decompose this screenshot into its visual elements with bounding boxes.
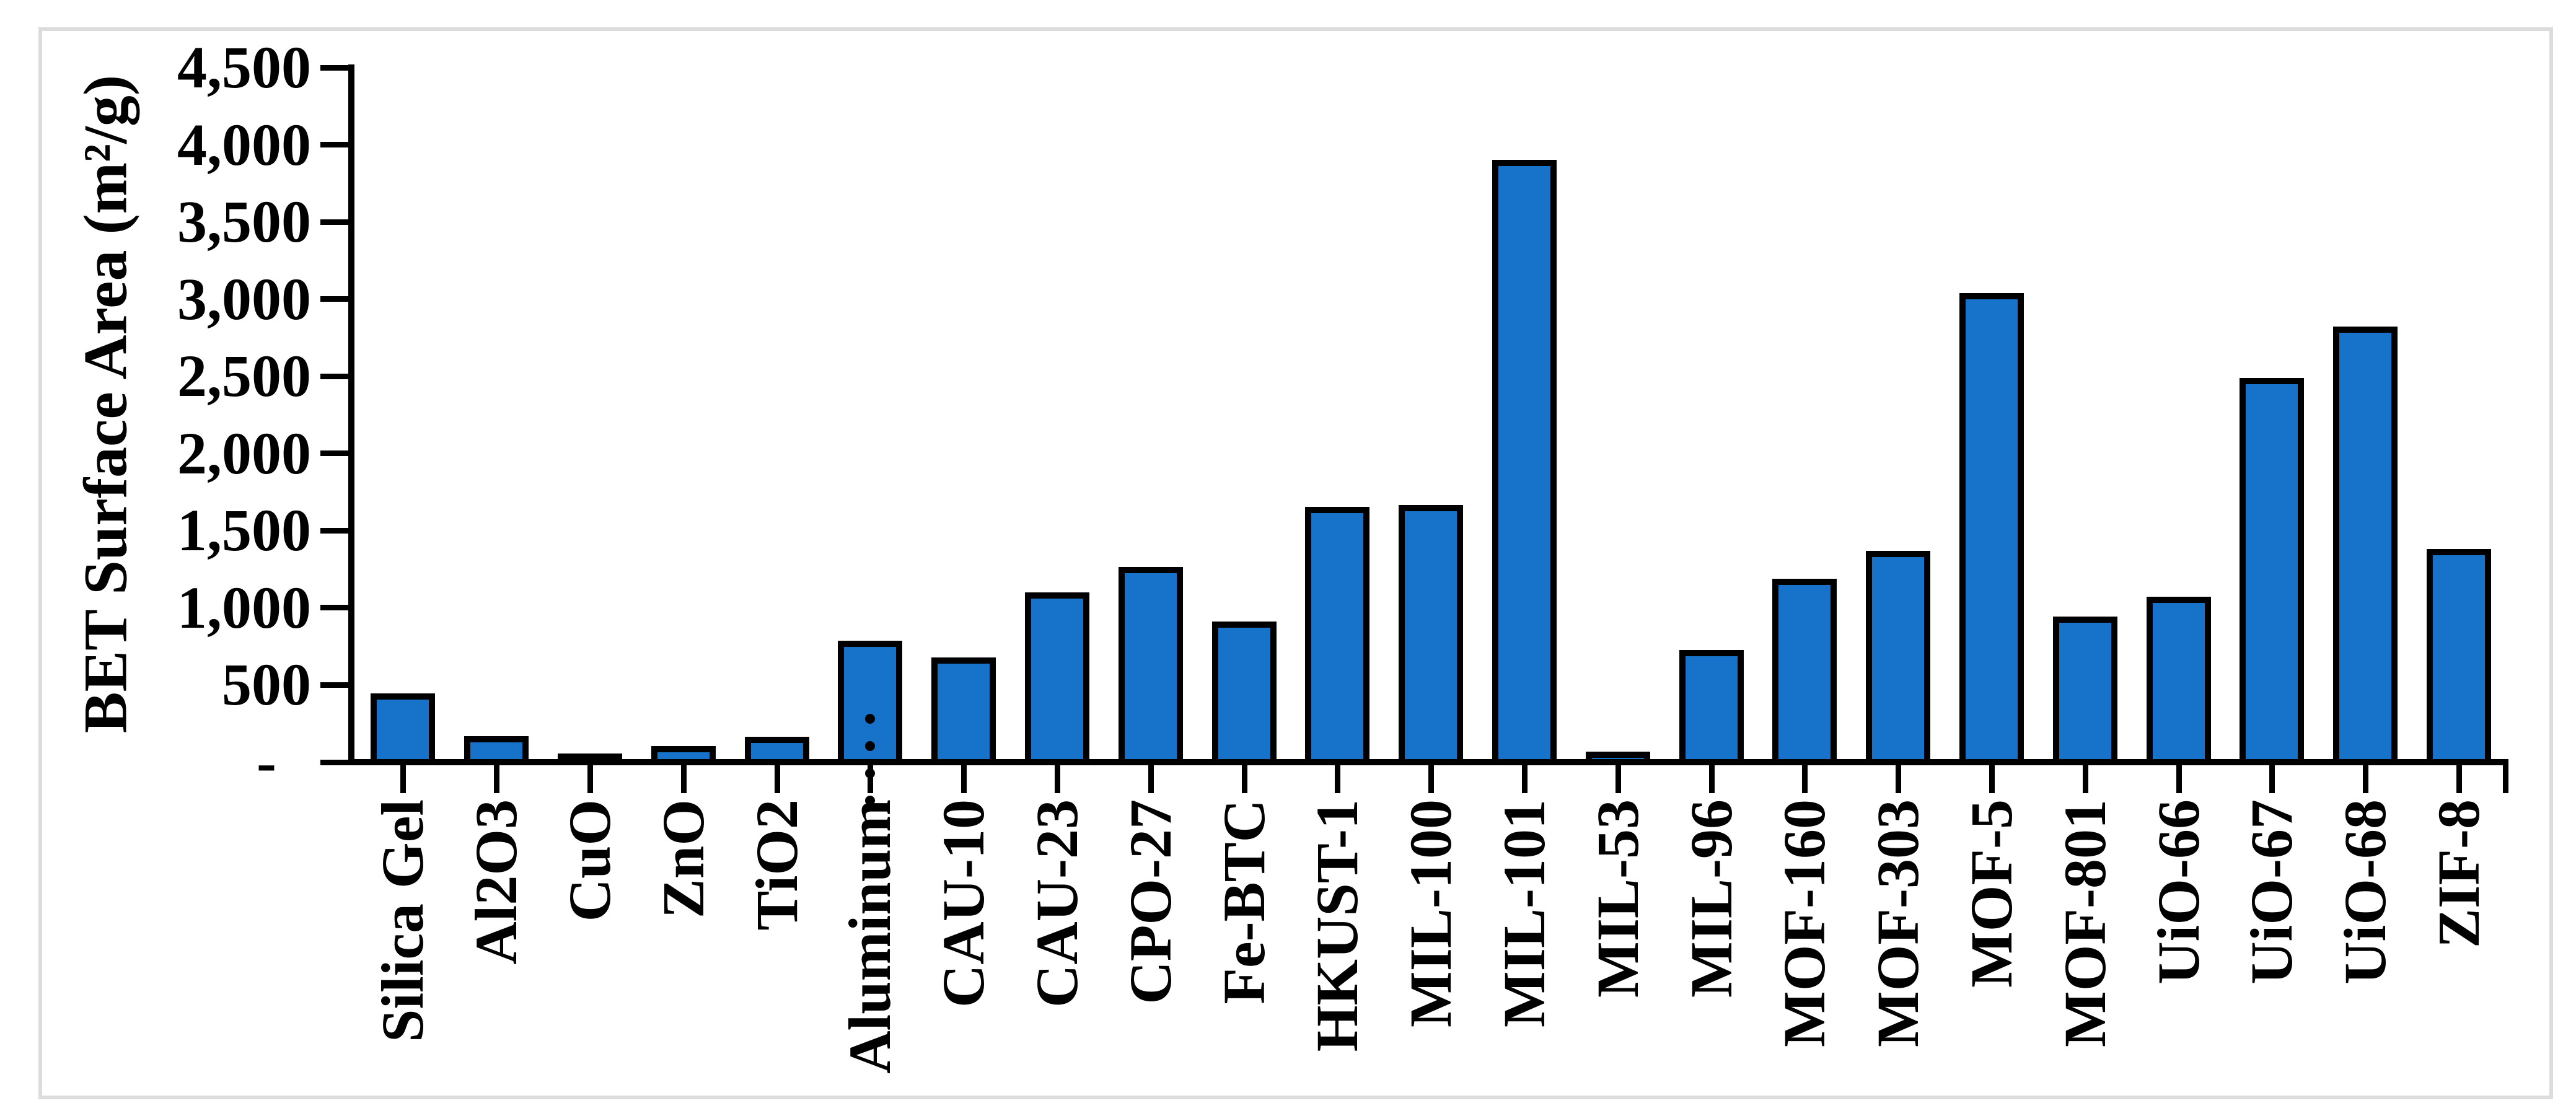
y-tick-mark-4000 bbox=[320, 142, 348, 147]
bar-cau-10 bbox=[931, 657, 996, 762]
x-tick-mark-6 bbox=[961, 765, 967, 793]
x-label-uio-68: UiO-68 bbox=[2332, 799, 2398, 985]
x-tick-mark-15 bbox=[1802, 765, 1808, 793]
x-label-al2o3: Al2O3 bbox=[463, 799, 529, 965]
x-tick-mark-20 bbox=[2269, 765, 2275, 793]
bar-cau-23 bbox=[1025, 592, 1089, 762]
x-tick-mark-14 bbox=[1709, 765, 1715, 793]
y-tick-mark-1500 bbox=[320, 528, 348, 534]
bar-silica-gel bbox=[371, 693, 435, 762]
y-tick-label-2000: 2,000 bbox=[177, 420, 311, 486]
x-tick-mark-8 bbox=[1148, 765, 1154, 793]
y-axis-line bbox=[348, 64, 354, 765]
x-label-mof-160: MOF-160 bbox=[1771, 799, 1837, 1047]
x-label-cau-10: CAU-10 bbox=[930, 799, 996, 1008]
bar-tio2 bbox=[745, 737, 809, 762]
x-label-mof-303: MOF-303 bbox=[1865, 799, 1931, 1047]
ellipsis-dot bbox=[865, 714, 875, 724]
x-label-mil-101: MIL-101 bbox=[1491, 799, 1557, 1027]
x-tick-mark-18 bbox=[2083, 765, 2088, 793]
x-label-mil-53: MIL-53 bbox=[1585, 799, 1651, 998]
ellipsis-dot bbox=[865, 768, 875, 778]
bar-cpo-27 bbox=[1119, 567, 1183, 762]
x-axis-line bbox=[348, 759, 2508, 765]
x-tick-mark-19 bbox=[2176, 765, 2182, 793]
x-tick-mark-12 bbox=[1522, 765, 1528, 793]
y-tick-mark-500 bbox=[320, 682, 348, 688]
x-label-zif-8: ZIF-8 bbox=[2425, 799, 2492, 948]
bar-zif-8 bbox=[2427, 549, 2491, 762]
x-label-cpo-27: CPO-27 bbox=[1117, 799, 1184, 1004]
bar-uio-67 bbox=[2240, 378, 2304, 762]
bar-mof-160 bbox=[1772, 579, 1837, 762]
bar-uio-66 bbox=[2147, 597, 2211, 762]
y-tick-label-3000: 3,000 bbox=[177, 266, 311, 332]
y-tick-label-1000: 1,000 bbox=[177, 574, 311, 641]
bar-al2o3 bbox=[464, 736, 529, 762]
y-tick-mark-0 bbox=[320, 760, 348, 765]
x-tick-mark-1 bbox=[494, 765, 499, 793]
x-label-uio-67: UiO-67 bbox=[2238, 799, 2305, 985]
x-label-hkust-1: HKUST-1 bbox=[1304, 799, 1370, 1052]
label-truncation-ellipsis bbox=[865, 714, 875, 823]
y-tick-label-0: - bbox=[257, 729, 276, 795]
y-tick-label-2500: 2,500 bbox=[177, 343, 311, 409]
bar-mof-801 bbox=[2053, 617, 2117, 762]
x-label-mof-801: MOF-801 bbox=[2052, 799, 2118, 1047]
x-label-mil-96: MIL-96 bbox=[1678, 799, 1744, 998]
x-label-tio2: TiO2 bbox=[744, 799, 810, 931]
y-tick-mark-3500 bbox=[320, 219, 348, 225]
x-tick-mark-0 bbox=[400, 765, 406, 793]
y-tick-mark-3000 bbox=[320, 296, 348, 302]
x-label-cau-23: CAU-23 bbox=[1024, 799, 1090, 1008]
y-tick-mark-2500 bbox=[320, 374, 348, 379]
x-tick-mark-9 bbox=[1242, 765, 1247, 793]
x-tick-mark-axis-end bbox=[2503, 765, 2508, 793]
x-tick-mark-11 bbox=[1428, 765, 1434, 793]
x-tick-mark-2 bbox=[587, 765, 593, 793]
x-tick-mark-21 bbox=[2363, 765, 2368, 793]
y-tick-label-4000: 4,000 bbox=[177, 112, 311, 178]
ellipsis-dot bbox=[865, 741, 875, 751]
ellipsis-dot bbox=[865, 796, 875, 806]
bar-mof-303 bbox=[1866, 551, 1930, 762]
x-tick-mark-7 bbox=[1055, 765, 1060, 793]
x-label-fe-btc: Fe-BTC bbox=[1211, 799, 1277, 1004]
y-tick-label-500: 500 bbox=[222, 651, 311, 718]
x-tick-mark-5 bbox=[868, 765, 873, 793]
x-tick-mark-16 bbox=[1896, 765, 1901, 793]
x-label-aluminum: Aluminum bbox=[837, 799, 903, 1074]
chart-frame-border bbox=[38, 27, 2553, 1099]
x-label-zno: ZnO bbox=[650, 799, 716, 919]
x-label-mof-5: MOF-5 bbox=[1958, 799, 2024, 988]
x-tick-mark-17 bbox=[1989, 765, 1995, 793]
x-tick-mark-4 bbox=[775, 765, 780, 793]
x-label-silica-gel: Silica Gel bbox=[369, 799, 436, 1042]
bar-mil-101 bbox=[1492, 160, 1557, 762]
y-tick-label-1500: 1,500 bbox=[177, 497, 311, 563]
x-label-mil-100: MIL-100 bbox=[1397, 799, 1464, 1027]
x-label-cuo: CuO bbox=[556, 799, 623, 922]
x-tick-mark-13 bbox=[1615, 765, 1621, 793]
x-label-uio-66: UiO-66 bbox=[2145, 799, 2212, 985]
y-tick-label-4500: 4,500 bbox=[177, 34, 311, 100]
y-tick-mark-2000 bbox=[320, 450, 348, 456]
bar-hkust-1 bbox=[1305, 507, 1369, 762]
bar-mil-96 bbox=[1679, 650, 1744, 762]
bar-fe-btc bbox=[1212, 622, 1277, 762]
bar-mof-5 bbox=[1959, 293, 2024, 762]
x-tick-mark-22 bbox=[2456, 765, 2462, 793]
y-tick-mark-1000 bbox=[320, 605, 348, 610]
bar-uio-68 bbox=[2333, 327, 2398, 762]
bar-mil-100 bbox=[1399, 505, 1463, 762]
y-tick-mark-4500 bbox=[320, 65, 348, 71]
x-tick-mark-10 bbox=[1335, 765, 1340, 793]
y-tick-label-3500: 3,500 bbox=[177, 188, 311, 255]
x-tick-mark-3 bbox=[681, 765, 687, 793]
